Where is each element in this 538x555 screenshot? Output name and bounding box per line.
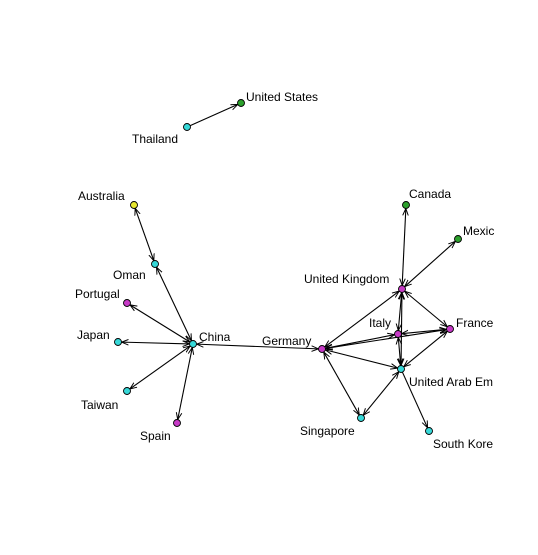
edge-thailand-united_states xyxy=(189,104,238,127)
node-south_korea xyxy=(425,427,433,435)
node-mexico xyxy=(454,235,462,243)
label-oman: Oman xyxy=(113,268,146,282)
label-layer: Thailand United States Australia Oman Portug… xyxy=(75,90,494,451)
label-japan: Japan xyxy=(77,328,110,342)
node-france xyxy=(446,325,454,333)
edge-singapore-uae xyxy=(363,372,399,416)
edge-oman-china xyxy=(157,267,192,341)
label-france: France xyxy=(456,316,494,330)
node-thailand xyxy=(183,123,191,131)
node-layer xyxy=(114,99,462,435)
edge-germany-uae xyxy=(325,350,397,368)
label-taiwan: Taiwan xyxy=(81,398,118,412)
edge-taiwan-china xyxy=(130,346,190,389)
edge-france-uae xyxy=(404,331,448,367)
edge-germany-singapore xyxy=(324,352,360,415)
label-germany: Germany xyxy=(262,334,311,348)
node-singapore xyxy=(357,414,365,422)
label-united_kingdom: United Kingdom xyxy=(304,272,389,286)
label-thailand: Thailand xyxy=(132,132,178,146)
node-portugal xyxy=(123,299,131,307)
edge-australia-oman xyxy=(135,208,154,260)
node-china xyxy=(189,340,197,348)
label-mexico: Mexic xyxy=(463,224,494,238)
edge-germany-italy xyxy=(325,335,394,349)
label-canada: Canada xyxy=(409,187,451,201)
node-uae xyxy=(397,365,405,373)
node-united_states xyxy=(237,99,245,107)
edge-united_kingdom-mexico xyxy=(405,241,456,286)
node-italy xyxy=(394,330,402,338)
edge-japan-china xyxy=(121,342,189,344)
label-spain: Spain xyxy=(140,429,171,443)
edge-united_kingdom-uae xyxy=(401,292,402,365)
label-portugal: Portugal xyxy=(75,287,120,301)
label-italy: Italy xyxy=(369,316,391,330)
edge-united_kingdom-france xyxy=(405,291,448,327)
edge-italy-uae xyxy=(398,337,400,365)
node-japan xyxy=(114,338,122,346)
label-australia: Australia xyxy=(78,189,125,203)
label-singapore: Singapore xyxy=(300,424,355,438)
node-oman xyxy=(151,260,159,268)
edge-uae-south_korea xyxy=(401,371,427,428)
label-south_korea: South Kore xyxy=(433,437,493,451)
edge-china-germany xyxy=(196,344,318,349)
node-spain xyxy=(173,419,181,427)
edge-layer xyxy=(121,104,455,427)
label-united_states: United States xyxy=(246,90,318,104)
edge-portugal-china xyxy=(130,305,190,342)
node-australia xyxy=(130,201,138,209)
node-united_kingdom xyxy=(398,285,406,293)
label-uae: United Arab Em xyxy=(409,375,493,389)
edge-united_kingdom-canada xyxy=(402,208,406,285)
node-taiwan xyxy=(123,387,131,395)
label-china: China xyxy=(199,330,231,344)
node-germany xyxy=(318,345,326,353)
edge-spain-china xyxy=(178,347,193,419)
node-canada xyxy=(402,201,410,209)
